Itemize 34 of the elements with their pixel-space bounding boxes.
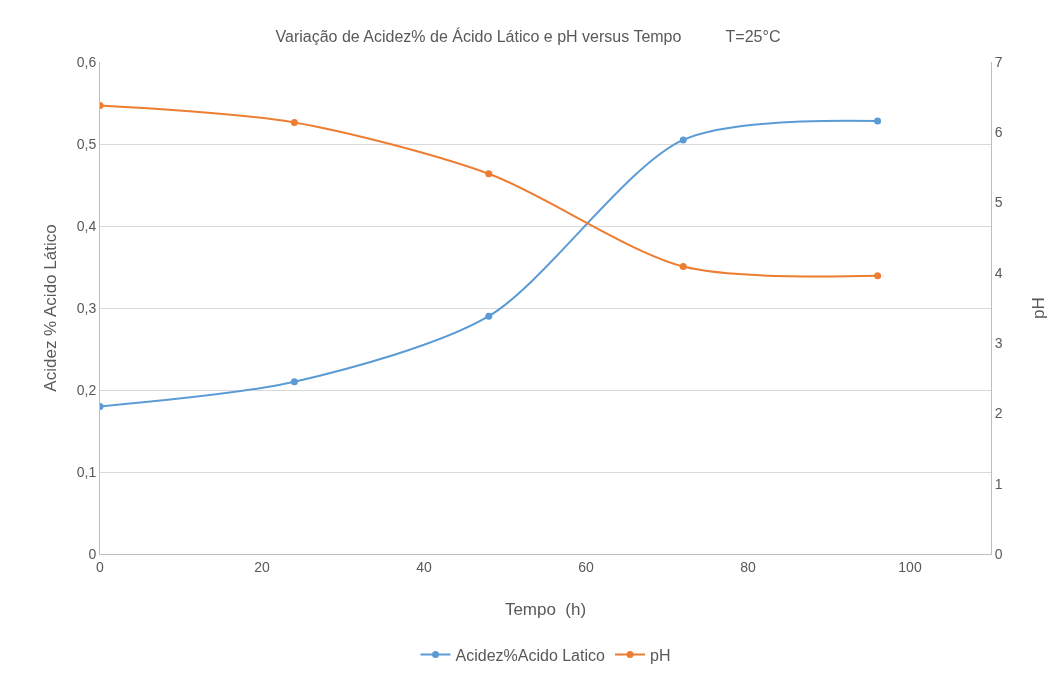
y-tick-label: 0,3 <box>76 299 97 316</box>
x-tick-label: 80 <box>740 558 756 575</box>
point <box>485 170 493 178</box>
y-tick-label: 0,6 <box>76 53 97 70</box>
y-tick-label: 0,2 <box>76 381 97 398</box>
y-tick-label: 0,5 <box>76 135 97 152</box>
y2-axis-title: pH <box>1028 297 1048 319</box>
y2-tick-label: 5 <box>994 194 1003 211</box>
y-axis-title: Acidez % Acido Lático <box>41 224 60 392</box>
x-tick-label: 100 <box>898 558 922 575</box>
point <box>290 118 298 126</box>
y-tick-label: 0 <box>88 545 97 562</box>
point <box>290 378 298 386</box>
y-tick-label: 0,4 <box>76 217 97 234</box>
legend-label: Acidez%Acido Latico <box>455 646 606 664</box>
y2-tick-label: 3 <box>994 335 1003 352</box>
point <box>679 136 687 144</box>
y-tick-label: 0,1 <box>76 463 97 480</box>
point <box>679 263 687 271</box>
x-axis-title: Tempo (h) <box>504 600 587 619</box>
point <box>874 117 882 125</box>
x-tick-label: 20 <box>254 558 270 575</box>
y2-tick-label: 7 <box>994 53 1003 70</box>
y2-tick-label: 2 <box>994 405 1003 422</box>
point <box>874 272 882 280</box>
y2-tick-label: 1 <box>994 475 1003 492</box>
x-tick-label: 60 <box>578 558 594 575</box>
y2-tick-label: 0 <box>994 545 1003 562</box>
chart-title: Variação de Acidez% de Ácido Lático e pH versus Tempo T=25°C <box>275 26 781 45</box>
y2-tick-label: 4 <box>994 264 1003 281</box>
point <box>485 312 493 320</box>
x-tick-label: 40 <box>416 558 432 575</box>
y2-tick-label: 6 <box>994 124 1003 141</box>
legend-label: pH <box>650 646 671 664</box>
